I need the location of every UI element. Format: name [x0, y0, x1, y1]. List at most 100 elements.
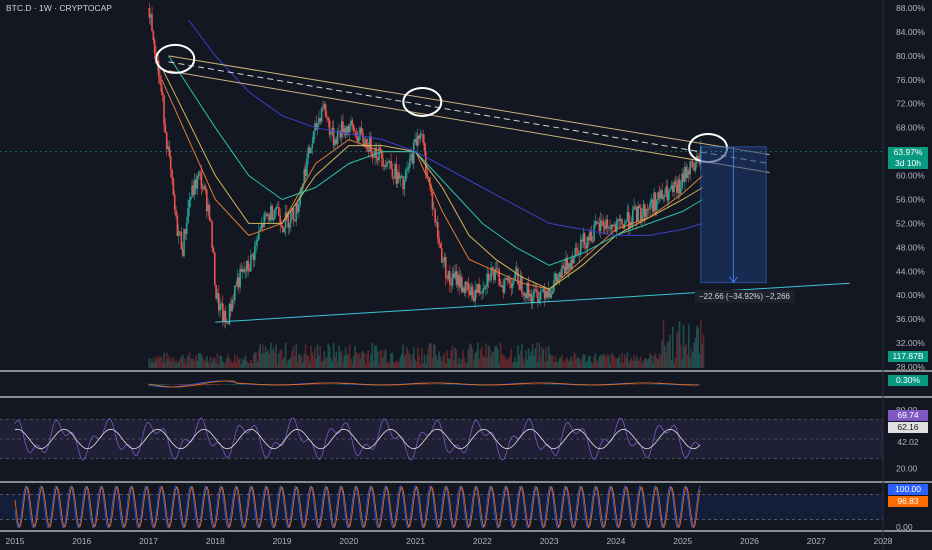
candle-body — [278, 207, 280, 216]
volume-bar — [623, 354, 626, 368]
time-tick-label: 2017 — [139, 536, 158, 546]
time-axis[interactable]: 2015 2016 2017 2018 2019 2020 2021 2022 2023 2024… — [6, 536, 893, 546]
candle-body — [615, 220, 618, 232]
candle-body — [168, 146, 171, 157]
candle-body — [467, 283, 470, 291]
candle-body — [442, 261, 444, 263]
volume-bar — [495, 345, 498, 368]
volume-bar — [607, 355, 610, 368]
volume-bar — [217, 363, 220, 368]
volume-bar — [467, 348, 470, 368]
candle-body — [661, 190, 663, 199]
stoch-tick-label: 0.00 — [896, 522, 913, 532]
candle-body — [427, 176, 430, 178]
candle-body — [403, 181, 406, 190]
volume-bar — [522, 358, 525, 368]
volume-bar — [575, 358, 578, 368]
volume-bar — [148, 358, 151, 368]
volume-bar — [473, 361, 475, 368]
candle-body — [209, 219, 212, 222]
candle-body — [655, 199, 658, 211]
candle-body — [461, 276, 463, 293]
volume-bar — [406, 346, 408, 368]
volume-bar — [310, 345, 312, 368]
volume-bars — [148, 319, 705, 368]
time-tick-label: 2016 — [72, 536, 91, 546]
volume-bar — [587, 356, 590, 368]
volume-bar — [200, 355, 203, 368]
candle-body — [276, 207, 279, 208]
candle-body — [595, 221, 598, 224]
candle-body — [395, 164, 398, 184]
volume-bar — [553, 362, 555, 368]
macd-histogram-bar — [420, 384, 423, 385]
candle-body — [563, 267, 566, 274]
volume-bar — [295, 344, 298, 368]
candle-body — [634, 206, 637, 208]
candle-body — [642, 204, 645, 215]
volume-bar — [627, 362, 630, 368]
volume-bar — [550, 355, 553, 368]
volume-bar — [240, 363, 243, 368]
candle-body — [422, 134, 424, 143]
volume-bar — [291, 350, 294, 368]
volume-bar — [347, 354, 350, 368]
volume-bar — [461, 359, 463, 368]
candle-body — [665, 186, 667, 196]
volume-bar — [280, 349, 283, 368]
candle-body — [577, 249, 579, 255]
volume-bar — [327, 343, 330, 368]
candle-body — [669, 188, 671, 192]
volume-bar — [360, 351, 363, 368]
candle-body — [434, 209, 436, 223]
macd-histogram-bar — [148, 384, 151, 386]
candle-body — [164, 124, 167, 133]
volume-bar — [176, 363, 179, 368]
candle-body — [605, 219, 607, 230]
candle-body — [527, 282, 530, 297]
candle-body — [518, 284, 521, 290]
candle-body — [270, 205, 272, 221]
candle-body — [498, 270, 501, 286]
macd-histogram-bar — [519, 384, 522, 385]
candle-body — [216, 293, 219, 299]
candle-body — [294, 219, 296, 222]
volume-bar — [383, 350, 386, 368]
volume-bar — [601, 355, 603, 368]
macd-histogram-bar — [663, 384, 666, 385]
volume-bar — [610, 352, 613, 368]
volume-bar — [561, 354, 563, 368]
candle-body — [613, 224, 615, 227]
volume-bar — [220, 356, 223, 368]
volume-bar — [159, 355, 161, 368]
drawings-layer[interactable] — [0, 43, 883, 323]
macd-histogram-bar — [204, 384, 207, 386]
volume-bar — [642, 360, 645, 368]
symbol-title[interactable]: BTC.D · 1W · CRYPTOCAP — [6, 3, 112, 13]
candle-body — [440, 248, 443, 263]
volume-bar — [613, 356, 615, 368]
candle-body — [298, 204, 300, 212]
volume-bar — [287, 359, 290, 368]
volume-bar — [275, 344, 277, 368]
candle-body — [694, 162, 697, 171]
volume-bar — [270, 342, 272, 368]
candle-body — [246, 260, 248, 272]
volume-bar — [449, 358, 451, 368]
volume-bar — [395, 360, 398, 368]
volume-bar — [701, 343, 703, 368]
volume-bar — [302, 362, 304, 368]
volume-bar — [590, 361, 593, 368]
volume-bar — [229, 360, 232, 368]
candle-body — [359, 127, 362, 135]
volume-bar — [690, 348, 693, 368]
volume-bar — [314, 347, 316, 368]
volume-bar — [370, 354, 372, 368]
volume-bar — [388, 362, 391, 368]
volume-bar — [487, 345, 490, 368]
volume-bar — [450, 350, 452, 368]
volume-bar — [250, 359, 252, 368]
candle-body — [618, 218, 621, 222]
volume-bar — [594, 353, 597, 368]
